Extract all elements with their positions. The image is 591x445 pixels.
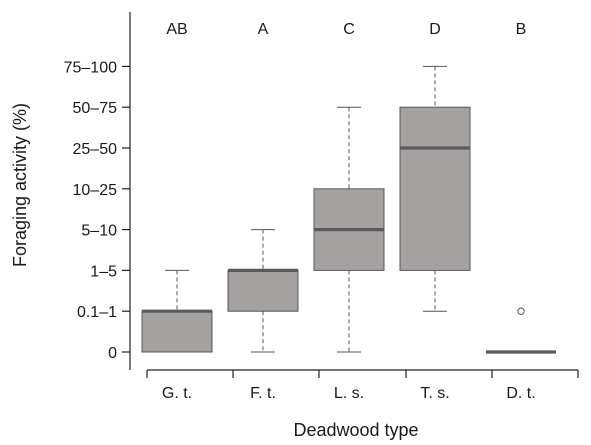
group-letter: B <box>516 21 527 38</box>
x-tick-label: F. t. <box>250 385 276 402</box>
y-tick-label: 50–75 <box>73 100 118 117</box>
box-group <box>486 307 556 354</box>
box-group <box>399 65 471 312</box>
box <box>227 269 299 312</box>
box <box>399 106 471 271</box>
group-letter: C <box>343 21 355 38</box>
y-tick-label: 25–50 <box>73 141 118 158</box>
group-letter: A <box>258 21 269 38</box>
group-letter: AB <box>166 21 187 38</box>
group-letters: AB A C D B <box>166 21 526 38</box>
x-tick-label: T. s. <box>420 385 449 402</box>
x-tick-label: G. t. <box>162 385 192 402</box>
box-group <box>313 106 385 353</box>
y-tick-label: 0 <box>108 345 117 362</box>
x-axis-title: Deadwood type <box>293 420 418 440</box>
x-tick-label: D. t. <box>506 385 535 402</box>
box-group <box>227 229 299 353</box>
y-tick-label: 5–10 <box>81 223 117 240</box>
y-axis-ticks: 0 0.1–1 1–5 5–10 10–25 25–50 50–75 75–100 <box>64 59 130 362</box>
x-tick-label: L. s. <box>334 385 364 402</box>
y-axis-title: Foraging activity (%) <box>10 103 30 267</box>
axes <box>129 12 578 371</box>
y-tick-label: 10–25 <box>73 182 118 199</box>
box-group <box>141 269 213 353</box>
x-axis-ticks: G. t. F. t. L. s. T. s. D. t. <box>146 370 579 402</box>
y-tick-label: 1–5 <box>90 263 117 280</box>
y-tick-label: 0.1–1 <box>77 304 117 321</box>
box-series <box>141 65 556 354</box>
outlier-point <box>517 307 525 315</box>
box <box>141 310 213 353</box>
y-tick-label: 75–100 <box>64 59 117 76</box>
group-letter: D <box>429 21 441 38</box>
